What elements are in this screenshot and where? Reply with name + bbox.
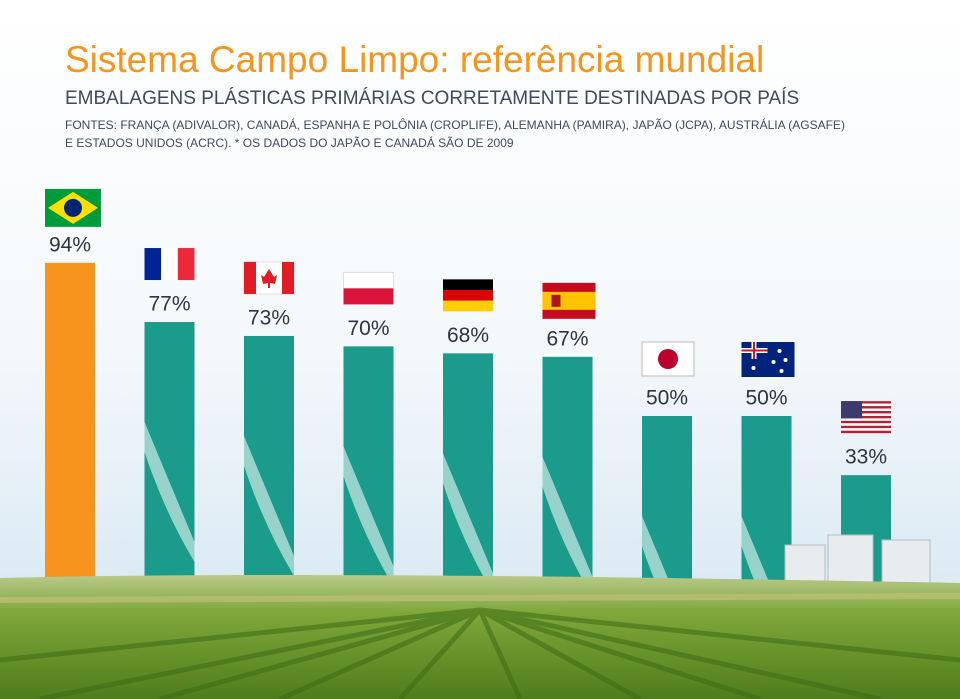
flag-part — [244, 261, 256, 294]
flag-part — [443, 300, 493, 312]
field — [0, 574, 960, 699]
flag — [45, 188, 101, 227]
bar-leaf — [144, 422, 195, 563]
flag-part — [144, 248, 162, 281]
flag-part — [841, 408, 891, 412]
title: Sistema Campo Limpo: referência mundial — [65, 39, 764, 80]
value-label: 50% — [745, 387, 787, 410]
flag-part — [779, 369, 784, 373]
flag-part — [64, 198, 82, 217]
flag-part — [161, 248, 178, 281]
flag-part — [771, 360, 776, 364]
flag-part — [841, 401, 862, 419]
flag-part — [841, 428, 891, 431]
subtitle: EMBALAGENS PLÁSTICAS PRIMÁRIAS CORRETAME… — [65, 88, 799, 109]
flag-part — [551, 294, 561, 307]
flag — [841, 401, 891, 434]
flag-part — [841, 406, 891, 409]
flag-part — [261, 268, 277, 288]
flag-part — [658, 349, 678, 369]
flag-part — [443, 279, 493, 291]
value-label: 77% — [148, 293, 190, 316]
flag — [443, 279, 493, 312]
flag-part — [841, 411, 891, 414]
source: E ESTADOS UNIDOS (ACRC). * OS DADOS DO J… — [65, 135, 514, 150]
flag — [641, 341, 695, 377]
value-label: 67% — [546, 327, 588, 350]
value-label: 70% — [347, 317, 389, 340]
flag-part — [751, 366, 756, 370]
flag-part — [777, 349, 782, 353]
bar-leaf — [343, 446, 394, 587]
flag-part — [542, 291, 596, 310]
flag — [741, 342, 795, 377]
value-label: 73% — [248, 307, 290, 330]
flag-part — [841, 403, 891, 407]
flag — [144, 248, 195, 281]
flag-part — [841, 415, 891, 419]
value-label: 94% — [49, 233, 91, 256]
flag — [542, 282, 596, 319]
flag-part — [841, 420, 891, 424]
bar — [443, 353, 493, 590]
flag-part — [753, 342, 755, 359]
value-label: 50% — [646, 387, 688, 410]
bar-leaf — [244, 435, 294, 576]
flag-part — [841, 401, 891, 404]
flag-part — [841, 418, 891, 421]
bar — [45, 262, 95, 590]
value-label: 68% — [447, 324, 489, 347]
flag-part — [282, 261, 294, 294]
flag-part — [783, 358, 788, 362]
flag-part — [841, 430, 891, 434]
flag-part — [841, 423, 891, 426]
flag-part — [343, 271, 394, 289]
flag — [243, 261, 295, 295]
bar-leaf — [443, 453, 493, 594]
bar — [542, 356, 593, 590]
flag-part — [841, 425, 891, 429]
source: FONTES: FRANÇA (ADIVALOR), CANADÁ, ESPAN… — [65, 117, 845, 132]
flag — [343, 271, 394, 305]
value-label: 33% — [845, 446, 887, 469]
flag-part — [343, 288, 394, 305]
flag-part — [177, 248, 195, 281]
bar-leaf — [542, 456, 593, 597]
flag-part — [841, 413, 891, 416]
flag-part — [443, 290, 493, 301]
